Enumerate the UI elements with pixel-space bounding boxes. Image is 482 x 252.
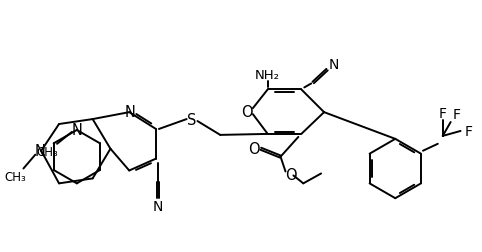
Text: O: O (248, 142, 260, 157)
Text: N: N (35, 144, 46, 159)
Text: N: N (71, 123, 82, 138)
Text: O: O (241, 104, 253, 119)
Text: F: F (439, 107, 447, 121)
Text: N: N (125, 104, 135, 119)
Text: NH₂: NH₂ (255, 69, 280, 82)
Text: N: N (329, 57, 339, 71)
Text: N: N (153, 199, 163, 213)
Text: O: O (285, 167, 296, 182)
Text: F: F (465, 124, 472, 138)
Text: S: S (187, 112, 196, 127)
Text: F: F (453, 108, 461, 122)
Text: CH₃: CH₃ (5, 170, 27, 183)
Text: CH₃: CH₃ (36, 146, 58, 159)
